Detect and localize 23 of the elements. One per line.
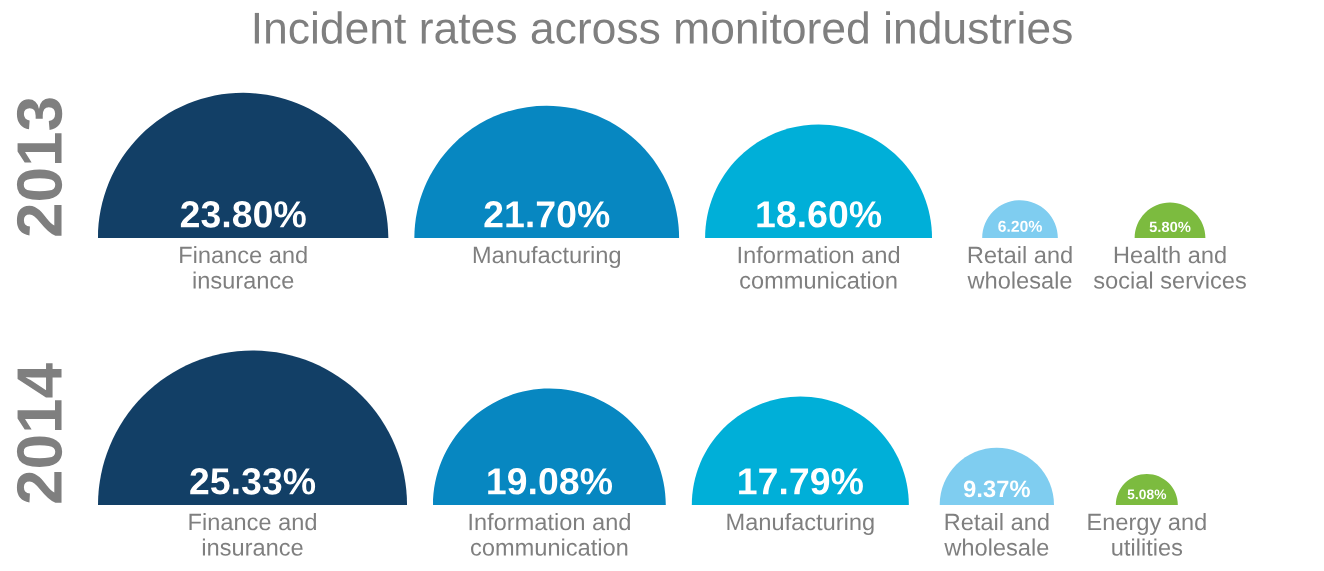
category-label: Finance and insurance xyxy=(180,246,307,289)
data-label: 25.33% xyxy=(190,468,316,495)
category-label: Health and social services xyxy=(1093,246,1246,289)
data-label: 17.79% xyxy=(739,468,863,495)
text: Incident rates across monitored industries xyxy=(254,11,1072,44)
category-label: Manufacturing xyxy=(473,246,621,269)
category-label: Energy and utilities xyxy=(1088,513,1206,556)
data-label: 9.37% xyxy=(963,480,1030,498)
text: 2014 xyxy=(16,363,63,503)
category-label: Retail and wholesale xyxy=(967,246,1072,289)
category-label: Retail and wholesale xyxy=(944,513,1049,556)
data-label: 18.60% xyxy=(757,201,882,228)
category-label: Information and communication xyxy=(738,246,900,289)
data-label: 5.08% xyxy=(1127,489,1167,500)
data-label: 23.80% xyxy=(180,201,306,228)
data-label: 19.08% xyxy=(488,468,613,495)
text: 2013 xyxy=(16,98,63,236)
data-label: 5.80% xyxy=(1149,221,1191,233)
category-label: Finance and insurance xyxy=(189,513,316,556)
category-label: Manufacturing xyxy=(727,513,874,536)
data-label: 21.70% xyxy=(484,201,610,228)
category-label: Information and communication xyxy=(469,513,630,556)
data-label: 6.20% xyxy=(998,220,1042,232)
